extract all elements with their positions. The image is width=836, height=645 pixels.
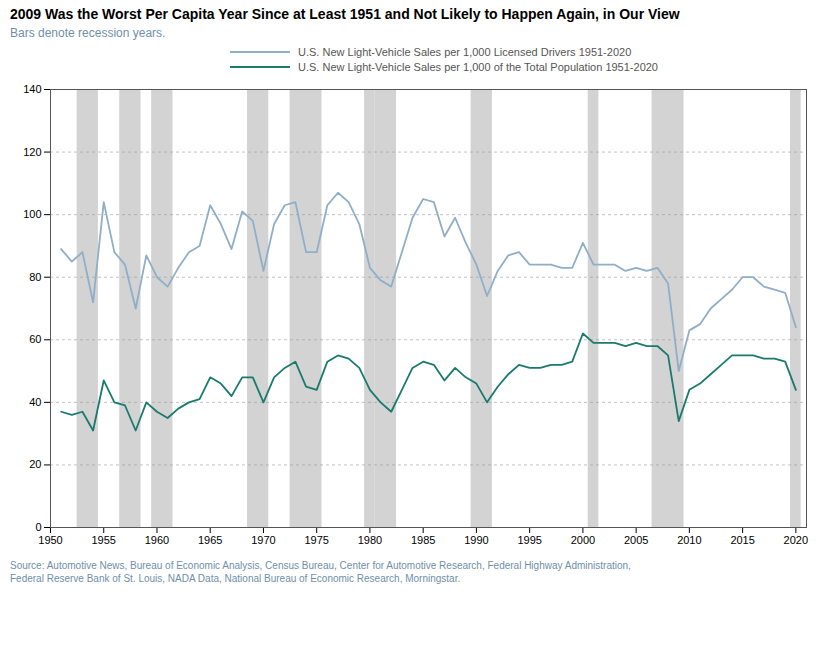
html-text:Source: Automotive News, Burea: Source: Automotive News, Bureau of Econo… xyxy=(10,560,631,571)
svg-text:60: 60 xyxy=(29,333,41,345)
svg-text:120: 120 xyxy=(23,146,41,158)
html-text:U.S. New Light-Vehicle Sales p: U.S. New Light-Vehicle Sales per 1,000 L… xyxy=(298,46,632,58)
svg-text:1960: 1960 xyxy=(145,534,169,546)
svg-text:100: 100 xyxy=(23,208,41,220)
html-text:U.S. New Light-Vehicle Sales p: U.S. New Light-Vehicle Sales per 1,000 o… xyxy=(298,61,658,73)
html-text:Federal Reserve Bank of St. Lo: Federal Reserve Bank of St. Louis, NADA … xyxy=(10,573,461,584)
svg-text:140: 140 xyxy=(23,83,41,95)
svg-text:1965: 1965 xyxy=(198,534,222,546)
svg-text:1950: 1950 xyxy=(38,534,62,546)
svg-text:1995: 1995 xyxy=(517,534,541,546)
svg-text:2020: 2020 xyxy=(784,534,808,546)
svg-text:40: 40 xyxy=(29,396,41,408)
svg-text:1975: 1975 xyxy=(304,534,328,546)
svg-text:2010: 2010 xyxy=(677,534,701,546)
svg-text:2000: 2000 xyxy=(571,534,595,546)
html-text:2009 Was the Worst Per Capita: 2009 Was the Worst Per Capita Year Since… xyxy=(10,6,680,22)
svg-text:80: 80 xyxy=(29,271,41,283)
svg-text:1985: 1985 xyxy=(411,534,435,546)
svg-text:1980: 1980 xyxy=(358,534,382,546)
svg-text:1990: 1990 xyxy=(464,534,488,546)
svg-text:1955: 1955 xyxy=(91,534,115,546)
svg-text:0: 0 xyxy=(35,521,41,533)
svg-text:2005: 2005 xyxy=(624,534,648,546)
svg-text:2015: 2015 xyxy=(730,534,754,546)
svg-text:20: 20 xyxy=(29,458,41,470)
svg-text:1970: 1970 xyxy=(251,534,275,546)
html-text:Bars denote recession years.: Bars denote recession years. xyxy=(10,26,166,40)
